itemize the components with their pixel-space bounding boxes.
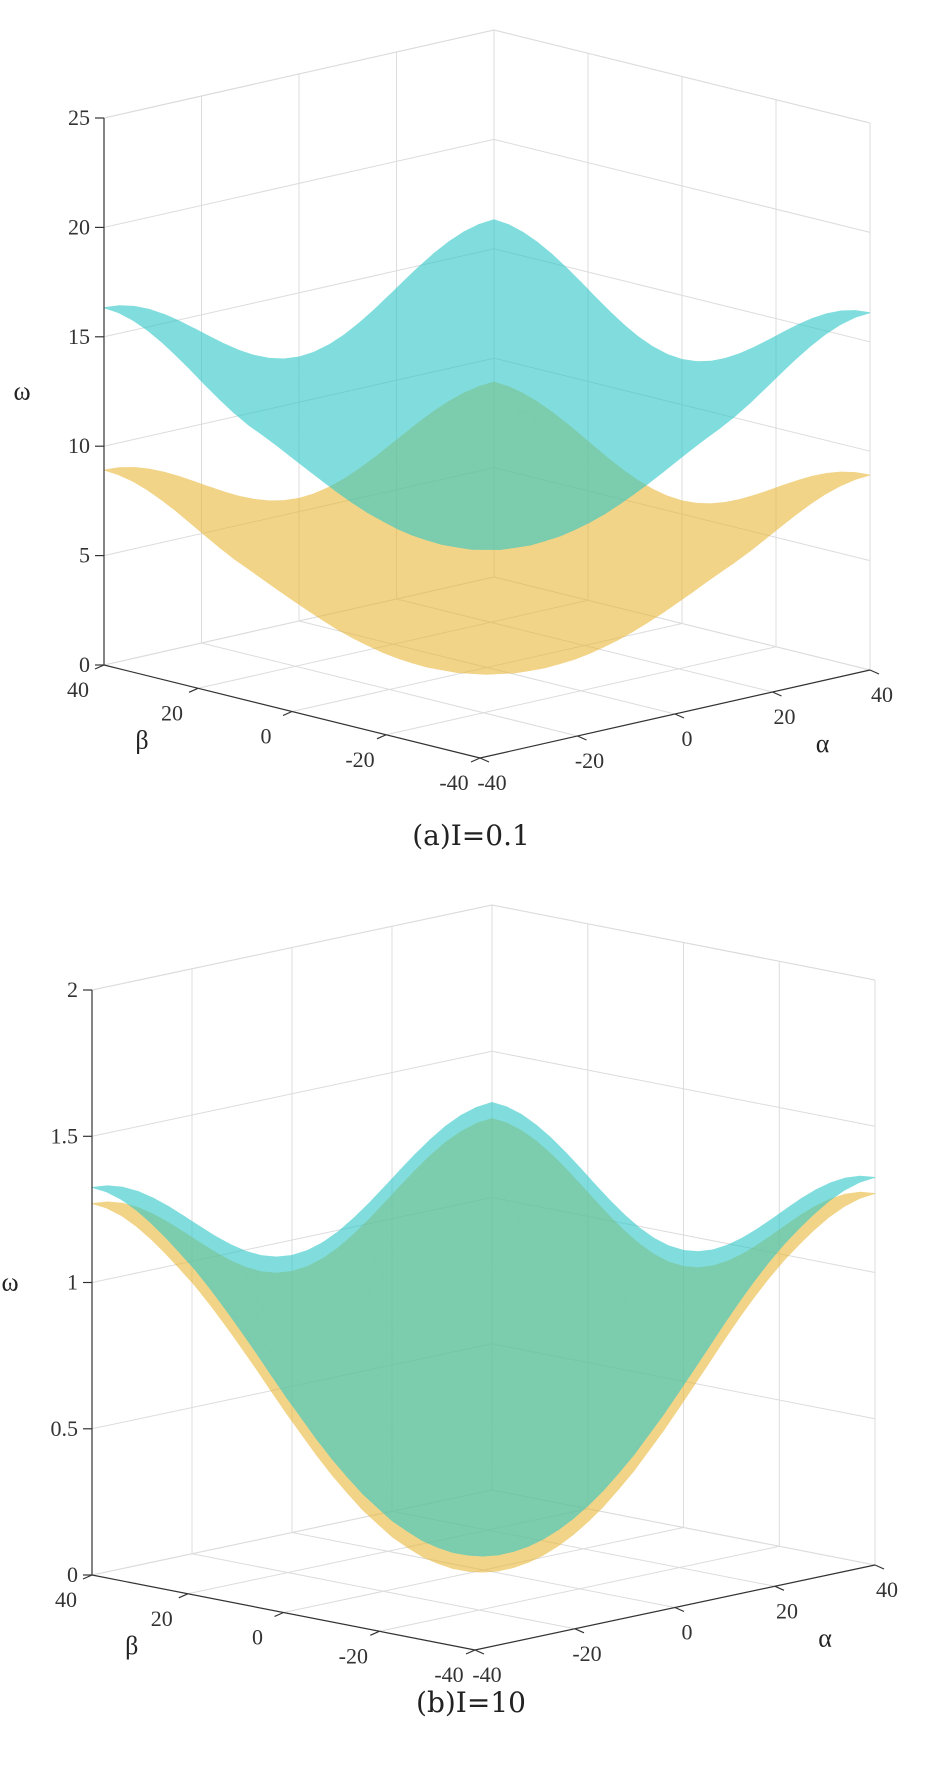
- wall-grid-z: [493, 138, 871, 233]
- alpha-axis-label: α: [818, 1623, 832, 1652]
- alpha-tick: [674, 1606, 685, 1613]
- chart-panel-b: -40-2002040-40-200204000.511.52αβω(b)I=1…: [1, 904, 898, 1719]
- surface-patch: [465, 559, 496, 564]
- beta-tick-label: 0: [252, 1625, 263, 1650]
- alpha-tick: [674, 713, 685, 719]
- panel-caption: (b)I=10: [416, 1686, 526, 1719]
- beta-tick-label: 20: [151, 1606, 173, 1631]
- omega-axis-label: ω: [13, 377, 30, 406]
- beta-tick-label: -40: [439, 770, 468, 795]
- box-top-edge: [491, 904, 876, 981]
- alpha-tick-label: 40: [876, 1577, 898, 1602]
- beta-tick: [274, 1611, 284, 1618]
- alpha-tick: [479, 757, 490, 763]
- alpha-tick-label: 0: [682, 726, 693, 751]
- surface-series-2: [103, 219, 871, 550]
- alpha-tick: [574, 1628, 585, 1634]
- alpha-axis-label: α: [816, 729, 830, 758]
- omega-tick-label: 1: [67, 1270, 78, 1295]
- beta-tick-label: 20: [161, 700, 183, 725]
- box-top-edge: [493, 29, 871, 124]
- omega-tick-label: 0: [67, 1562, 78, 1587]
- surface-patch: [465, 397, 496, 402]
- omega-tick-label: 15: [68, 324, 90, 349]
- beta-tick-label: -20: [345, 747, 374, 772]
- alpha-tick: [869, 669, 880, 675]
- alpha-tick-label: -20: [572, 1641, 601, 1666]
- alpha-tick-label: -20: [575, 748, 604, 773]
- alpha-tick: [474, 1649, 485, 1655]
- beta-tick: [470, 757, 481, 763]
- beta-tick-label: 0: [261, 724, 272, 749]
- omega-tick-label: 0.5: [51, 1416, 79, 1441]
- omega-tick-label: 25: [68, 105, 90, 130]
- alpha-tick-label: 20: [774, 704, 796, 729]
- alpha-tick-label: 40: [871, 682, 893, 707]
- omega-tick-label: 5: [79, 543, 90, 568]
- beta-tick: [376, 734, 387, 740]
- wall-grid-z: [491, 1050, 876, 1127]
- beta-tick-label: -40: [434, 1662, 463, 1687]
- surface-series-2: [91, 1101, 876, 1557]
- panel-caption: (a)I=0.1: [412, 819, 530, 852]
- omega-tick-label: 2: [67, 977, 78, 1002]
- omega-tick-label: 10: [68, 433, 90, 458]
- surface-patch: [460, 1260, 491, 1264]
- beta-axis-label: β: [135, 725, 148, 754]
- wall-grid-z: [91, 1050, 493, 1137]
- beta-tick-label: -20: [339, 1643, 368, 1668]
- beta-axis-label: β: [125, 1631, 138, 1660]
- beta-tick-label: 40: [55, 1587, 77, 1612]
- alpha-tick: [874, 1564, 885, 1570]
- beta-tick: [94, 664, 105, 670]
- alpha-tick: [577, 735, 587, 741]
- beta-tick: [465, 1649, 476, 1655]
- alpha-tick: [774, 1585, 785, 1591]
- chart-panel-a: -40-2002040-40-20020400510152025αβω(a)I=…: [13, 29, 893, 852]
- beta-tick: [282, 710, 293, 717]
- alpha-tick-label: 20: [776, 1598, 798, 1623]
- beta-tick-label: 40: [67, 677, 89, 702]
- alpha-tick-label: -40: [472, 1662, 501, 1687]
- beta-tick: [188, 687, 199, 693]
- omega-axis-label: ω: [1, 1268, 18, 1297]
- beta-tick: [82, 1574, 93, 1580]
- omega-tick-label: 0: [79, 652, 90, 677]
- beta-tick: [178, 1593, 189, 1599]
- alpha-tick-label: -40: [477, 770, 506, 795]
- wall-grid-z: [103, 138, 495, 228]
- box-top-edge: [91, 904, 493, 991]
- alpha-tick: [772, 691, 782, 697]
- omega-tick-label: 1.5: [51, 1123, 79, 1148]
- omega-tick-label: 20: [68, 214, 90, 239]
- alpha-tick-label: 0: [682, 1620, 693, 1645]
- beta-tick: [370, 1630, 380, 1636]
- box-top-edge: [103, 29, 495, 119]
